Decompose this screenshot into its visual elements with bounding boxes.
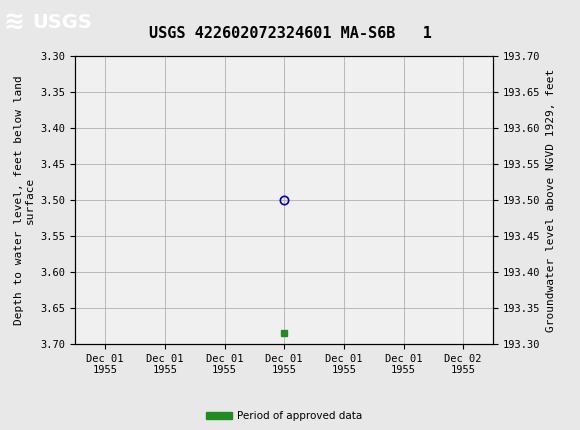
Text: USGS: USGS: [32, 13, 92, 32]
Text: ≋: ≋: [3, 11, 24, 34]
Text: USGS 422602072324601 MA-S6B   1: USGS 422602072324601 MA-S6B 1: [148, 26, 432, 41]
Y-axis label: Depth to water level, feet below land
surface: Depth to water level, feet below land su…: [13, 75, 35, 325]
Y-axis label: Groundwater level above NGVD 1929, feet: Groundwater level above NGVD 1929, feet: [546, 68, 556, 332]
Legend: Period of approved data: Period of approved data: [202, 407, 367, 425]
